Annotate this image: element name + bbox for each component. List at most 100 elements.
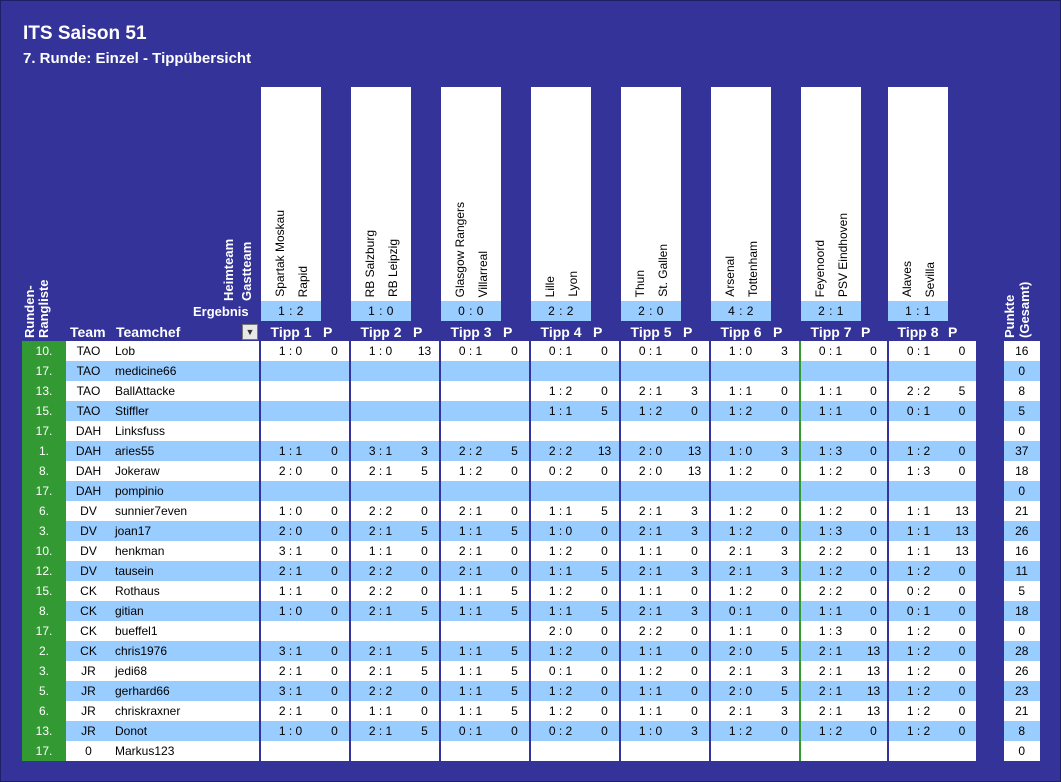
rank-cell: 8. <box>22 601 66 621</box>
runden-rangliste-label: Runden-Rangliste <box>22 279 51 338</box>
tip-cell: 1 : 2 <box>887 441 948 461</box>
tip-cell: 1 : 2 <box>799 461 860 481</box>
points-cell: 0 <box>860 601 888 621</box>
tip-cell: 1 : 2 <box>799 561 860 581</box>
tip-cell: 0 : 1 <box>799 341 860 361</box>
tip-cell: 0 : 1 <box>529 341 590 361</box>
tip-cell: 1 : 1 <box>887 541 948 561</box>
tip-cell: 0 : 2 <box>887 581 948 601</box>
points-cell: 0 <box>680 541 710 561</box>
points-cell: 0 <box>410 681 440 701</box>
teamchef-cell: Rothaus <box>111 581 260 601</box>
points-cell <box>770 421 800 441</box>
tip-cell <box>799 421 860 441</box>
points-cell: 0 <box>590 341 620 361</box>
column-gap <box>976 561 1003 581</box>
points-cell: 0 <box>680 341 710 361</box>
rank-cell: 15. <box>22 581 66 601</box>
points-cell: 0 <box>500 341 530 361</box>
points-cell: 13 <box>680 461 710 481</box>
points-cell: 5 <box>590 601 620 621</box>
team-cell: TAO <box>66 401 111 421</box>
points-cell: 0 <box>500 501 530 521</box>
points-cell: 5 <box>500 441 530 461</box>
points-cell: 0 <box>948 581 976 601</box>
tip-cell: 1 : 1 <box>439 661 500 681</box>
tip-cell <box>887 361 948 381</box>
points-cell <box>410 421 440 441</box>
tip-cell: 2 : 1 <box>349 601 410 621</box>
filter-dropdown-icon[interactable]: ▼ <box>242 324 258 340</box>
points-cell <box>410 361 440 381</box>
points-cell <box>680 421 710 441</box>
points-cell: 5 <box>500 641 530 661</box>
points-cell: 13 <box>948 541 976 561</box>
points-cell: 0 <box>590 661 620 681</box>
points-cell <box>590 741 620 761</box>
tip-cell: 1 : 2 <box>887 661 948 681</box>
team-cell: CK <box>66 601 111 621</box>
rank-cell: 2. <box>22 641 66 661</box>
tip-cell: 2 : 0 <box>529 621 590 641</box>
points-cell: 0 <box>500 561 530 581</box>
tip-cell: 2 : 1 <box>349 661 410 681</box>
points-cell <box>948 481 976 501</box>
tip-cell <box>349 481 410 501</box>
match-result: 1 : 0 <box>351 301 411 321</box>
away-team-name: Villarreal <box>476 250 490 297</box>
rank-cell: 17. <box>22 421 66 441</box>
total-points-cell: 0 <box>1002 621 1040 641</box>
team-cell: JR <box>66 681 111 701</box>
home-team-name: Feyenoord <box>813 239 827 297</box>
points-cell <box>500 481 530 501</box>
points-cell <box>320 381 350 401</box>
points-cell: 5 <box>500 601 530 621</box>
points-cell: 0 <box>320 721 350 741</box>
team-cell: CK <box>66 621 111 641</box>
tip-cell: 2 : 2 <box>349 501 410 521</box>
tip-cell: 1 : 2 <box>439 461 500 481</box>
points-cell: 3 <box>770 661 800 681</box>
tip-cell <box>259 621 320 641</box>
tip-cell: 2 : 1 <box>619 381 680 401</box>
tip-cell: 1 : 2 <box>619 401 680 421</box>
points-cell: 13 <box>948 521 976 541</box>
tip-cell: 2 : 2 <box>349 561 410 581</box>
away-team-name: Sevilla <box>923 261 937 297</box>
rank-cell: 8. <box>22 461 66 481</box>
tip-cell: 1 : 1 <box>439 601 500 621</box>
teamchef-cell: Stiffler <box>111 401 260 421</box>
column-gap <box>976 341 1003 361</box>
tip-cell <box>439 481 500 501</box>
tip-cell: 2 : 0 <box>619 441 680 461</box>
teamchef-cell: tausein <box>111 561 260 581</box>
points-cell <box>770 741 800 761</box>
tip-cell: 2 : 1 <box>709 561 770 581</box>
column-gap <box>976 581 1003 601</box>
tip-cell: 1 : 3 <box>799 521 860 541</box>
points-cell: 3 <box>770 541 800 561</box>
points-cell: 0 <box>860 341 888 361</box>
tip-cell: 1 : 0 <box>349 341 410 361</box>
total-points-cell: 18 <box>1002 461 1040 481</box>
tip-cell: 1 : 1 <box>529 501 590 521</box>
tip-cell <box>529 481 590 501</box>
points-cell: 0 <box>590 721 620 741</box>
teamchef-cell: Jokeraw <box>111 461 260 481</box>
points-cell <box>410 481 440 501</box>
points-cell: 0 <box>680 701 710 721</box>
tip-cell: 1 : 1 <box>887 521 948 541</box>
tip-cell: 1 : 0 <box>259 601 320 621</box>
tip-cell: 2 : 1 <box>439 501 500 521</box>
team-cell: 0 <box>66 741 111 761</box>
tip-cell: 1 : 2 <box>799 721 860 741</box>
tip-cell: 1 : 1 <box>349 701 410 721</box>
team-cell: TAO <box>66 341 111 361</box>
points-cell: 0 <box>948 341 976 361</box>
points-cell <box>770 481 800 501</box>
team-cell: DV <box>66 501 111 521</box>
